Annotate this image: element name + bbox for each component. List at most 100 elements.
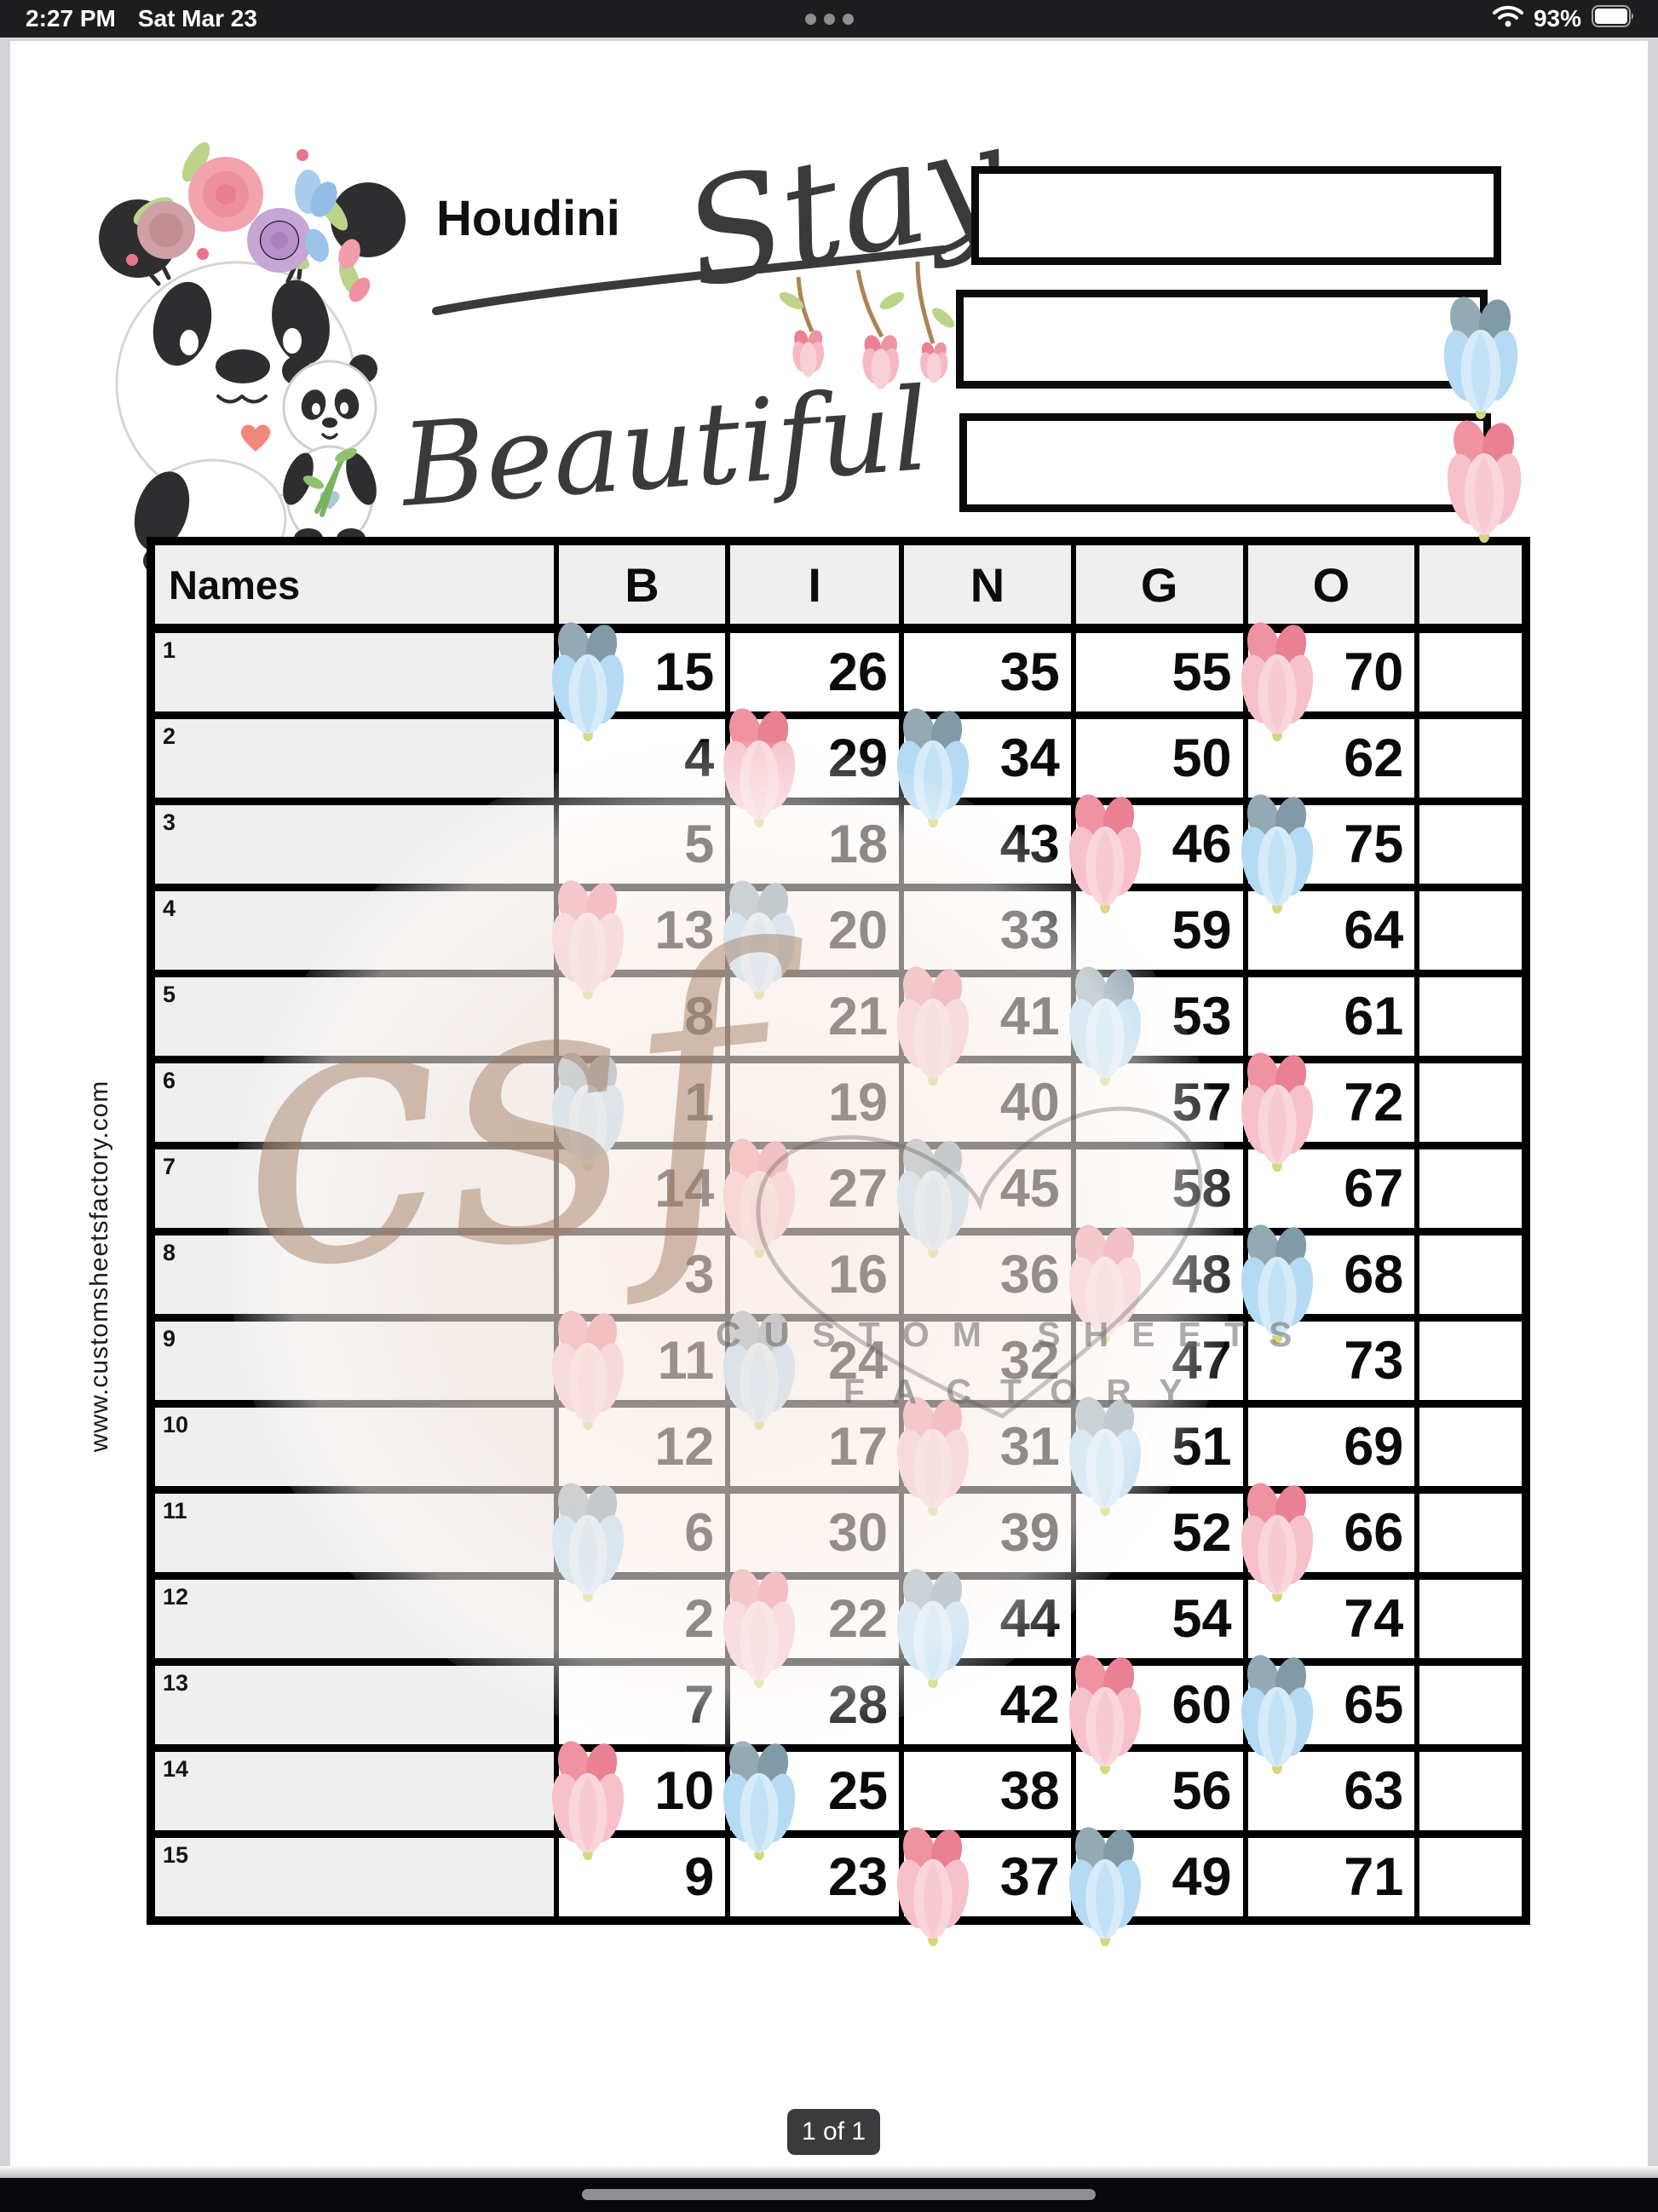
number-cell-b-row-10: 12 (553, 1400, 731, 1494)
number-cell-n-row-3: 43 (899, 798, 1076, 891)
bingo-number: 60 (1172, 1675, 1232, 1735)
extra-cell-row-5 (1414, 970, 1528, 1063)
bingo-row-4: 4 13 20 33 59 64 (148, 880, 1528, 1000)
name-cell-row-3: 3 (148, 798, 559, 891)
bingo-number: 64 (1344, 901, 1404, 960)
bingo-number: 36 (999, 1245, 1060, 1305)
battery-percent-label: 93% (1533, 5, 1581, 32)
bingo-number: 5 (684, 815, 715, 874)
bingo-number: 48 (1172, 1245, 1232, 1305)
bingo-number: 55 (1172, 642, 1232, 702)
number-cell-i-row-14: 25 (723, 1741, 905, 1861)
bingo-number: 6 (684, 1503, 715, 1563)
player-name-label: Houdini (436, 191, 620, 246)
bingo-number: 7 (684, 1675, 715, 1735)
bingo-row-6: 6 1 19 40 57 72 (148, 1052, 1528, 1172)
number-cell-n-row-14: 38 (899, 1744, 1076, 1838)
pink-tulip-icon (1442, 418, 1527, 545)
column-header-b: B (553, 539, 731, 633)
number-cell-g-row-14: 56 (1070, 1744, 1248, 1838)
bingo-number: 45 (999, 1159, 1060, 1218)
number-cell-g-row-12: 54 (1070, 1572, 1248, 1666)
number-cell-g-row-9: 47 (1070, 1314, 1248, 1408)
extra-cell-row-11 (1414, 1486, 1528, 1580)
bingo-number: 8 (684, 987, 715, 1046)
bingo-row-14: 14 10 25 38 56 63 (148, 1741, 1528, 1861)
bingo-number: 66 (1344, 1503, 1404, 1563)
ellipsis-icon[interactable] (0, 0, 1658, 37)
bingo-number: 67 (1344, 1159, 1404, 1218)
number-cell-i-row-11: 30 (725, 1486, 905, 1580)
bingo-number: 68 (1344, 1245, 1404, 1305)
number-cell-i-row-13: 28 (725, 1658, 905, 1752)
bingo-number: 71 (1344, 1847, 1404, 1907)
number-cell-o-row-10: 69 (1242, 1400, 1420, 1494)
bingo-number: 33 (999, 901, 1060, 960)
number-cell-b-row-3: 5 (553, 798, 731, 891)
number-cell-n-row-5: 41 (896, 966, 1076, 1086)
number-cell-b-row-11: 6 (551, 1483, 731, 1603)
bingo-body: 1 15 26 35 55 70 2 4 29 34 50 62 3 5 18 43 46 75 4 13 20 33 59… (148, 622, 1528, 1947)
number-cell-i-row-9: 24 (723, 1310, 905, 1431)
extra-cell-row-6 (1414, 1056, 1528, 1149)
row-number-label: 6 (163, 1068, 176, 1093)
watermark-url: www.customsheetsfactory.com (85, 1080, 113, 1453)
row-number-label: 1 (163, 637, 176, 663)
row-number-label: 14 (163, 1756, 189, 1782)
extra-cell-row-10 (1414, 1400, 1528, 1494)
date-label: Sat Mar 23 (137, 5, 257, 32)
number-cell-o-row-8: 68 (1241, 1224, 1420, 1345)
bingo-number: 51 (1172, 1417, 1232, 1477)
wifi-icon (1492, 4, 1523, 34)
extra-cell-row-12 (1414, 1572, 1528, 1666)
bingo-row-8: 8 3 16 36 48 68 (148, 1224, 1528, 1345)
number-cell-n-row-10: 31 (896, 1397, 1076, 1517)
name-cell-row-8: 8 (148, 1228, 559, 1322)
bingo-number: 74 (1344, 1589, 1404, 1649)
number-cell-o-row-14: 63 (1242, 1744, 1420, 1838)
extra-cell-row-8 (1414, 1228, 1528, 1322)
bingo-number: 34 (999, 729, 1060, 788)
number-cell-b-row-12: 2 (553, 1572, 731, 1666)
number-cell-n-row-9: 32 (899, 1314, 1076, 1408)
bingo-row-15: 15 9 23 37 49 71 (148, 1827, 1528, 1947)
logo-word-beautiful: Beautiful (398, 363, 933, 533)
name-cell-row-6: 6 (148, 1056, 559, 1149)
extra-cell-row-1 (1414, 625, 1528, 719)
number-cell-o-row-13: 65 (1241, 1655, 1420, 1775)
bingo-number: 20 (828, 901, 889, 960)
number-cell-b-row-2: 4 (553, 711, 731, 805)
bingo-number: 47 (1172, 1331, 1232, 1391)
clock-label: 2:27 PM (26, 5, 116, 32)
number-cell-g-row-6: 57 (1070, 1056, 1248, 1149)
bingo-number: 40 (999, 1073, 1060, 1132)
bingo-number: 63 (1344, 1761, 1404, 1821)
bottom-toolbar (0, 2178, 1658, 2212)
horizontal-scrollbar[interactable] (582, 2189, 1096, 2200)
bingo-number: 21 (828, 987, 889, 1046)
name-cell-row-11: 11 (148, 1486, 559, 1580)
row-number-label: 9 (163, 1326, 176, 1351)
number-cell-g-row-7: 58 (1070, 1142, 1248, 1236)
number-cell-b-row-5: 8 (553, 970, 731, 1063)
bingo-number: 62 (1344, 729, 1404, 788)
number-cell-i-row-1: 26 (725, 625, 905, 719)
number-cell-n-row-12: 44 (896, 1569, 1076, 1689)
name-cell-row-1: 1 (148, 625, 559, 719)
number-cell-b-row-9: 11 (551, 1310, 731, 1431)
bingo-number: 49 (1172, 1847, 1232, 1907)
bingo-number: 54 (1172, 1589, 1232, 1649)
bingo-number: 17 (828, 1417, 889, 1477)
name-cell-row-13: 13 (148, 1658, 559, 1752)
number-cell-i-row-10: 17 (725, 1400, 905, 1494)
number-cell-n-row-15: 37 (896, 1827, 1076, 1947)
number-cell-o-row-3: 75 (1241, 794, 1420, 914)
column-header-extra (1414, 539, 1528, 633)
bingo-number: 19 (828, 1073, 889, 1132)
number-cell-b-row-8: 3 (553, 1228, 731, 1322)
number-cell-b-row-4: 13 (551, 880, 731, 1000)
name-cell-row-9: 9 (148, 1314, 559, 1408)
bingo-number: 46 (1172, 815, 1232, 874)
number-cell-o-row-1: 70 (1241, 622, 1420, 742)
number-cell-o-row-12: 74 (1242, 1572, 1420, 1666)
